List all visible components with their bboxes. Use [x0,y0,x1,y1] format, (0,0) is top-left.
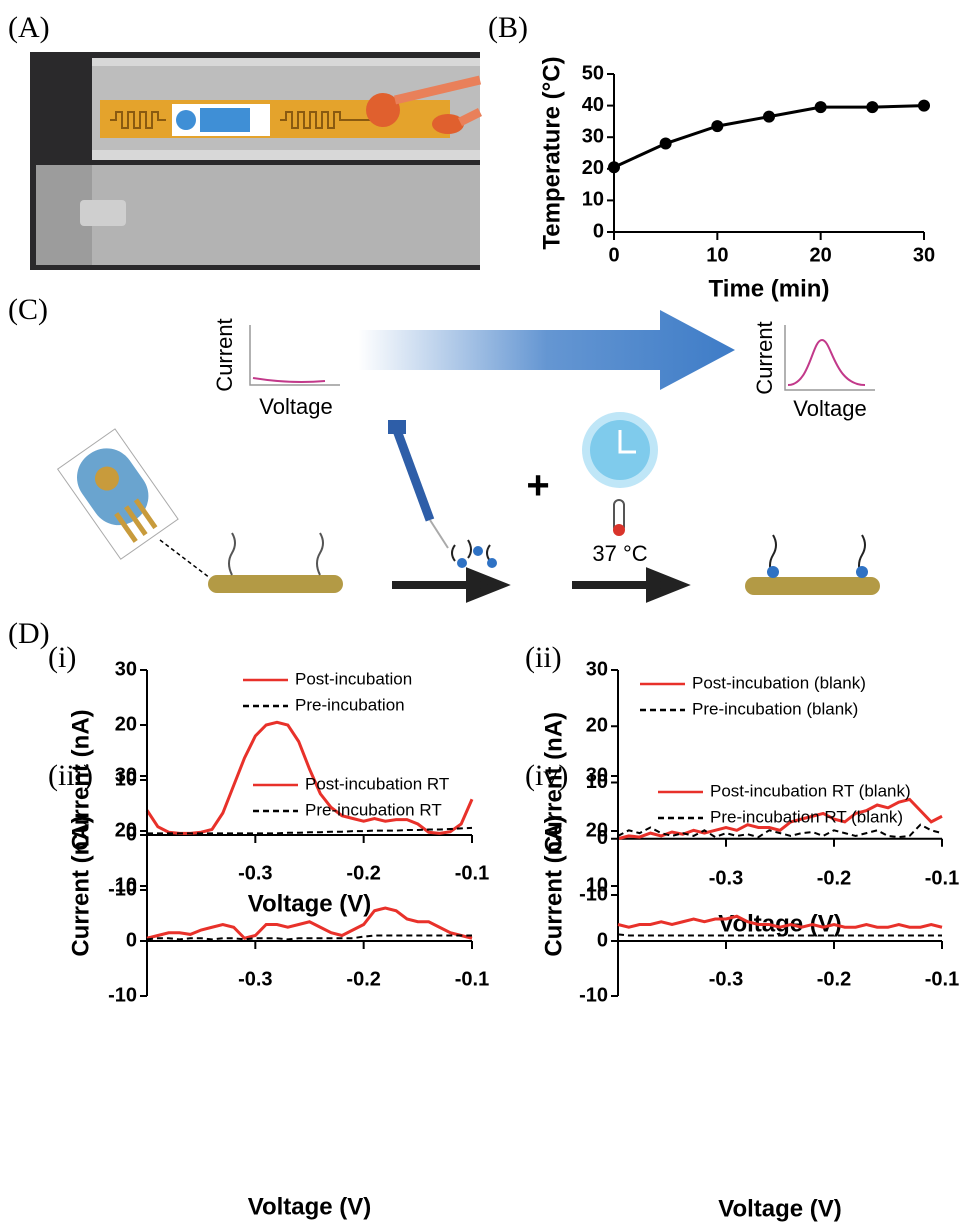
legend-label: Pre-incubation (blank) [692,699,858,718]
data-point [918,100,930,112]
y-tick-label: 10 [115,874,137,896]
x-axis-title: Voltage (V) [248,1193,372,1220]
x-tick-label: -0.1 [455,968,489,990]
y-tick-label: 30 [582,125,604,147]
x-tick-label: -0.2 [346,862,380,884]
x-tick-label: -0.3 [709,867,743,889]
subpanel-label: (i) [48,641,76,674]
temperature-label: 37 °C [592,541,647,566]
y-tick-label: 0 [593,220,604,242]
y-tick-label: 10 [582,189,604,211]
photo [30,52,480,270]
legend-label: Pre-incubation RT [305,800,442,819]
y-tick-label: 30 [586,764,608,786]
y-axis-title: Current (nA) [67,815,94,956]
y-tick-label: 40 [582,94,604,116]
y-tick-label: 10 [586,874,608,896]
x-tick-label: -0.1 [925,968,959,990]
y-tick-label: 20 [586,715,608,737]
legend-label: Pre-incubation [295,695,405,714]
plus-sign: + [526,464,549,508]
y-tick-label: 50 [582,62,604,84]
data-point [660,138,672,150]
data-point [608,161,620,173]
x-tick-label: -0.2 [817,867,851,889]
legend-label: Post-incubation RT (blank) [710,781,911,800]
data-point [763,111,775,123]
panel-label: (C) [8,293,48,326]
y-tick-label: 30 [115,764,137,786]
y-tick-label: 0 [126,929,137,951]
y-tick-label: 30 [115,658,137,680]
x-tick-label: 10 [706,244,728,266]
y-tick-label: 20 [115,713,137,735]
panel-label: (A) [8,11,50,44]
y-tick-label: 0 [597,929,608,951]
y-tick-label: 20 [586,819,608,841]
legend-label: Post-incubation [295,669,412,688]
x-axis-title: Voltage (V) [248,890,372,917]
diagram-label: Current [212,318,237,391]
x-tick-label: -0.3 [238,862,272,884]
diagram: Current Voltage Current Voltage + 37 °C [58,310,880,597]
x-tick-label: -0.1 [925,867,959,889]
x-axis-title: Voltage (V) [718,910,842,937]
y-tick-label: 20 [582,157,604,179]
x-axis-title: Voltage (V) [718,1195,842,1222]
subpanel-label: (iii) [48,759,93,792]
x-tick-label: 20 [810,244,832,266]
legend-label: Pre-incubation RT (blank) [710,807,903,826]
y-tick-label: 20 [115,819,137,841]
y-axis-title: Current (nA) [540,815,567,956]
y-tick-label: 30 [586,658,608,680]
subpanel-label: (iv) [525,759,568,792]
x-tick-label: -0.1 [455,862,489,884]
x-tick-label: -0.2 [817,968,851,990]
x-axis-title: Time (min) [709,275,830,302]
data-line [147,936,472,940]
y-tick-label: -10 [579,984,608,1006]
y-axis-title: Temperature (°C) [538,56,565,249]
x-tick-label: -0.3 [709,968,743,990]
data-point [815,101,827,113]
figure: (A) (B) (C) (D) Current Voltage Current … [0,0,971,1223]
data-point [711,120,723,132]
x-tick-label: -0.2 [346,968,380,990]
x-tick-label: 0 [608,244,619,266]
y-tick-label: -10 [108,984,137,1006]
panel-label: (D) [8,617,50,650]
panel-label: (B) [488,11,528,44]
diagram-label: Current [752,321,777,394]
legend-label: Post-incubation RT [305,774,449,793]
data-line [618,934,942,935]
diagram-label: Voltage [793,396,866,421]
subpanel-label: (ii) [525,641,562,674]
x-tick-label: 30 [913,244,935,266]
diagram-label: Voltage [259,394,332,419]
data-point [866,101,878,113]
x-tick-label: -0.3 [238,968,272,990]
legend-label: Post-incubation (blank) [692,673,866,692]
